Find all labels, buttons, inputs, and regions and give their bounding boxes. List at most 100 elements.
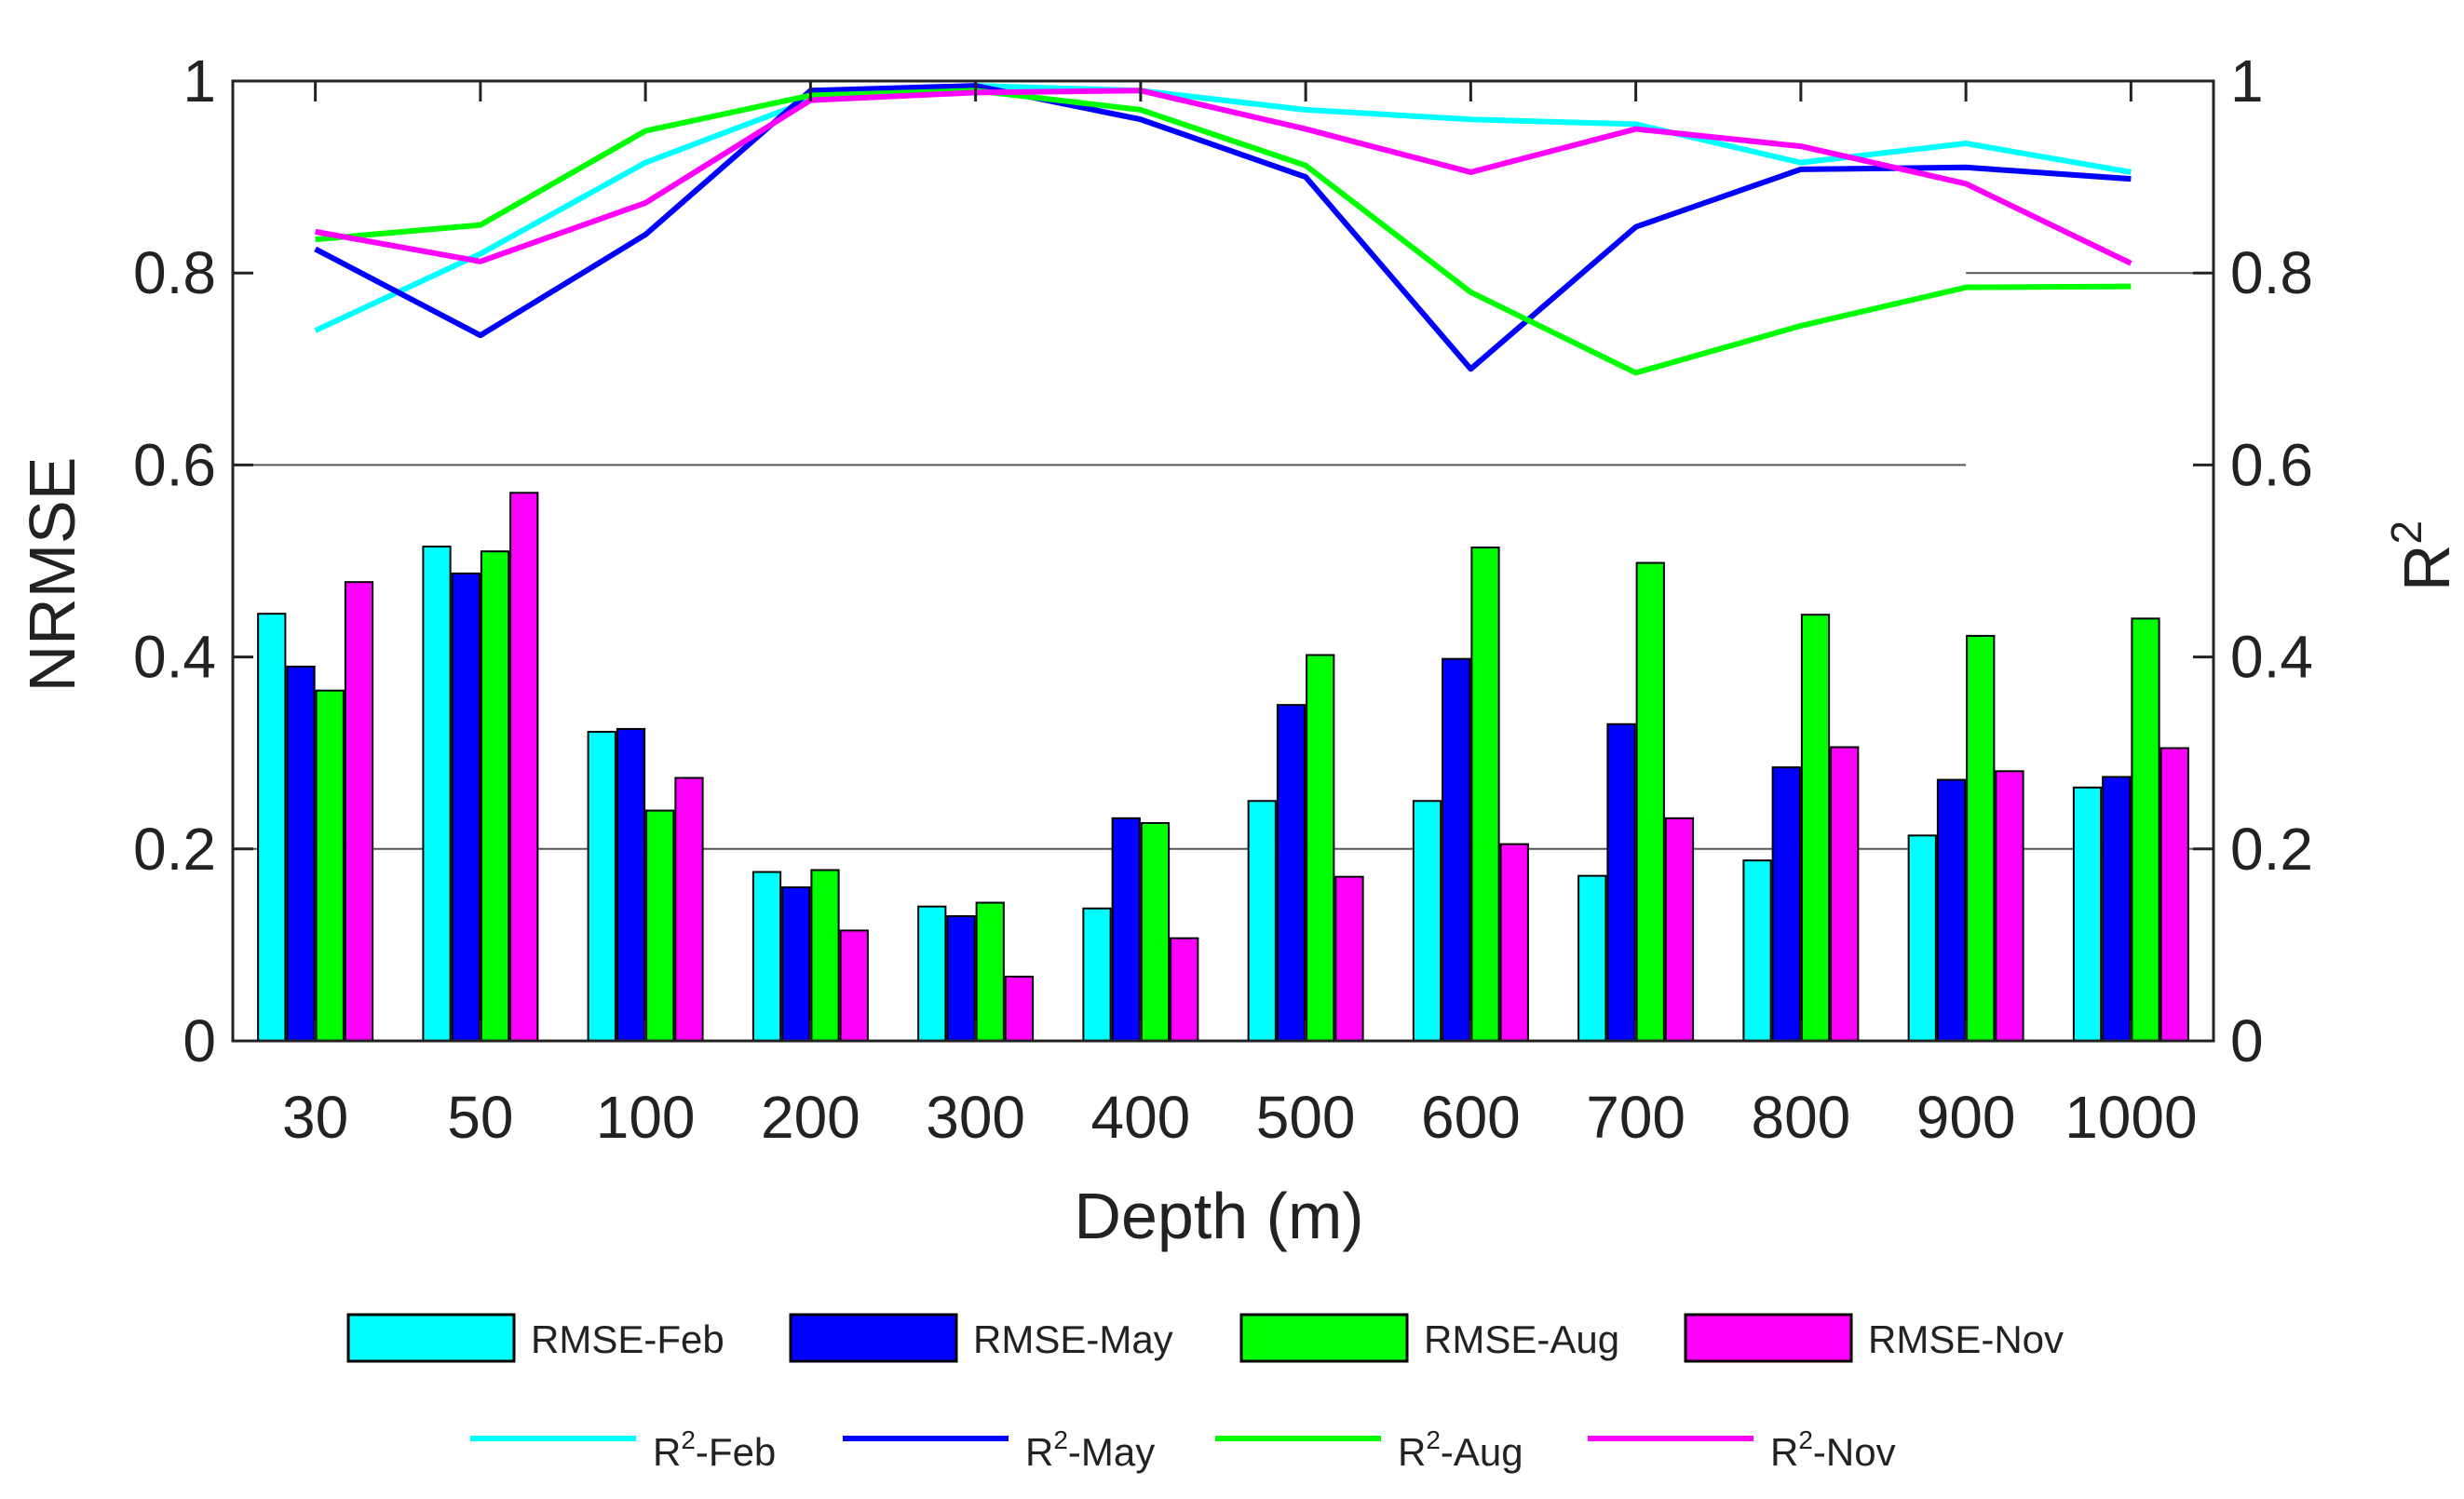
legend-swatch-rmse-may	[789, 1313, 958, 1363]
bar-rmse-feb-30	[257, 613, 287, 1043]
axes: 0 0.2 0.4 0.6 0.8 1 0 0.2 0.4 0.6 0.8 1 30 50 100 200 30…	[133, 47, 2313, 1151]
y-tick-label: 0	[183, 1007, 216, 1074]
bar-rmse-may-700	[1606, 722, 1636, 1043]
bar-rmse-feb-800	[1742, 859, 1772, 1042]
legend-label-r2-nov: R2-Nov	[1770, 1425, 1896, 1474]
bar-rmse-may-900	[1936, 778, 1967, 1042]
bar-rmse-aug-900	[1966, 634, 1996, 1043]
bar-rmse-aug-800	[1800, 614, 1831, 1043]
x-tick-label: 600	[1421, 1084, 1521, 1151]
legend-label-rmse-may: RMSE-May	[973, 1317, 1173, 1361]
bar-rmse-aug-700	[1635, 561, 1665, 1042]
x-tick-label: 900	[1916, 1084, 2016, 1151]
bar-rmse-nov-900	[1995, 770, 2024, 1042]
bar-rmse-aug-400	[1140, 821, 1171, 1043]
bar-rmse-may-100	[616, 727, 646, 1042]
y2-axis-title-superscript: 2	[2382, 520, 2430, 545]
bar-rmse-nov-30	[344, 581, 374, 1042]
bar-rmse-aug-30	[315, 689, 345, 1042]
r2-lines	[314, 83, 2132, 376]
bar-rmse-may-800	[1771, 766, 1801, 1042]
bar-rmse-aug-50	[480, 550, 510, 1042]
bar-rmse-may-50	[451, 572, 481, 1042]
reference-lines	[233, 272, 2214, 850]
y2-tick-label: 0.4	[2230, 624, 2313, 691]
legend-label-r2-may: R2-May	[1025, 1425, 1155, 1474]
legend-label-rmse-nov: RMSE-Nov	[1868, 1317, 2064, 1361]
bar-rmse-may-400	[1111, 817, 1141, 1042]
bar-rmse-nov-200	[839, 929, 869, 1042]
bar-rmse-may-500	[1276, 704, 1306, 1043]
bar-rmse-feb-100	[587, 731, 616, 1042]
bar-rmse-feb-200	[751, 871, 782, 1042]
x-tick-label: 400	[1090, 1084, 1190, 1151]
legend: RMSE-Feb RMSE-May RMSE-Aug RMSE-Nov R2-Feb R2…	[346, 1313, 2064, 1474]
y2-tick-label: 0.2	[2230, 816, 2313, 883]
x-tick-label: 200	[761, 1084, 860, 1151]
bar-rmse-feb-500	[1247, 800, 1277, 1042]
bar-rmse-feb-400	[1082, 907, 1112, 1042]
bar-rmse-feb-600	[1412, 800, 1442, 1042]
y2-tick-label: 0.8	[2230, 239, 2313, 306]
bar-rmse-feb-50	[422, 546, 452, 1042]
bar-rmse-aug-300	[975, 901, 1005, 1043]
bar-rmse-nov-600	[1499, 843, 1529, 1043]
bar-rmse-nov-400	[1170, 937, 1199, 1042]
x-tick-label: 50	[447, 1084, 513, 1151]
bar-rmse-nov-1000	[2159, 747, 2189, 1042]
plot-frame	[231, 79, 2215, 1043]
y2-tick-label: 0.6	[2230, 431, 2313, 498]
y-tick-label: 1	[183, 47, 216, 115]
bar-rmse-feb-300	[917, 905, 947, 1042]
x-tick-label: 300	[926, 1084, 1025, 1151]
bar-rmse-aug-1000	[2131, 617, 2160, 1042]
bar-rmse-nov-100	[674, 777, 704, 1042]
y-tick-label: 0.8	[133, 239, 216, 306]
bar-rmse-feb-900	[1907, 834, 1937, 1043]
bar-rmse-nov-50	[509, 492, 539, 1042]
line-r2-aug	[315, 88, 2132, 376]
x-tick-label: 700	[1586, 1084, 1686, 1151]
y2-axis-title: R2	[2382, 520, 2463, 591]
legend-swatch-rmse-feb	[346, 1313, 516, 1363]
bar-rmse-aug-600	[1470, 547, 1500, 1042]
y-tick-label: 0.2	[133, 816, 216, 883]
x-tick-label: 30	[282, 1084, 348, 1151]
bar-rmse-nov-800	[1830, 746, 1860, 1042]
legend-swatch-rmse-nov	[1684, 1313, 1853, 1363]
x-tick-label: 1000	[2065, 1084, 2197, 1151]
bar-rmse-feb-1000	[2072, 786, 2103, 1042]
bar-rmse-feb-700	[1577, 874, 1607, 1043]
bar-rmse-may-1000	[2102, 776, 2132, 1042]
legend-label-r2-aug: R2-Aug	[1398, 1425, 1523, 1474]
y2-tick-label: 0	[2230, 1007, 2264, 1074]
line-r2-nov	[315, 88, 2132, 266]
x-axis-title: Depth (m)	[1074, 1180, 1363, 1252]
y2-axis-title-base: R	[2390, 545, 2463, 592]
legend-label-rmse-aug: RMSE-Aug	[1424, 1317, 1619, 1361]
y2-tick-label: 1	[2230, 47, 2264, 115]
legend-label-rmse-feb: RMSE-Feb	[531, 1317, 724, 1361]
line-r2-may	[314, 83, 2132, 372]
rmse-bars	[257, 492, 2189, 1043]
bar-rmse-nov-300	[1004, 975, 1035, 1042]
x-tick-label: 800	[1751, 1084, 1850, 1151]
bar-rmse-nov-500	[1334, 875, 1364, 1042]
y-tick-label: 0.6	[133, 431, 216, 498]
bar-rmse-may-600	[1442, 657, 1471, 1042]
bar-rmse-aug-100	[645, 809, 675, 1042]
bar-rmse-aug-500	[1306, 654, 1335, 1043]
legend-swatch-rmse-aug	[1239, 1313, 1409, 1363]
line-r2-feb	[314, 83, 2132, 333]
bar-rmse-may-200	[781, 886, 811, 1042]
y-axis-title: NRMSE	[16, 457, 88, 693]
bar-rmse-nov-700	[1664, 817, 1695, 1042]
legend-label-r2-feb: R2-Feb	[653, 1425, 776, 1474]
x-tick-label: 500	[1256, 1084, 1356, 1151]
bar-rmse-may-300	[946, 914, 976, 1042]
x-tick-label: 100	[596, 1084, 696, 1151]
bar-rmse-may-30	[286, 665, 316, 1042]
bar-rmse-aug-200	[810, 869, 840, 1042]
y-tick-label: 0.4	[133, 624, 216, 691]
